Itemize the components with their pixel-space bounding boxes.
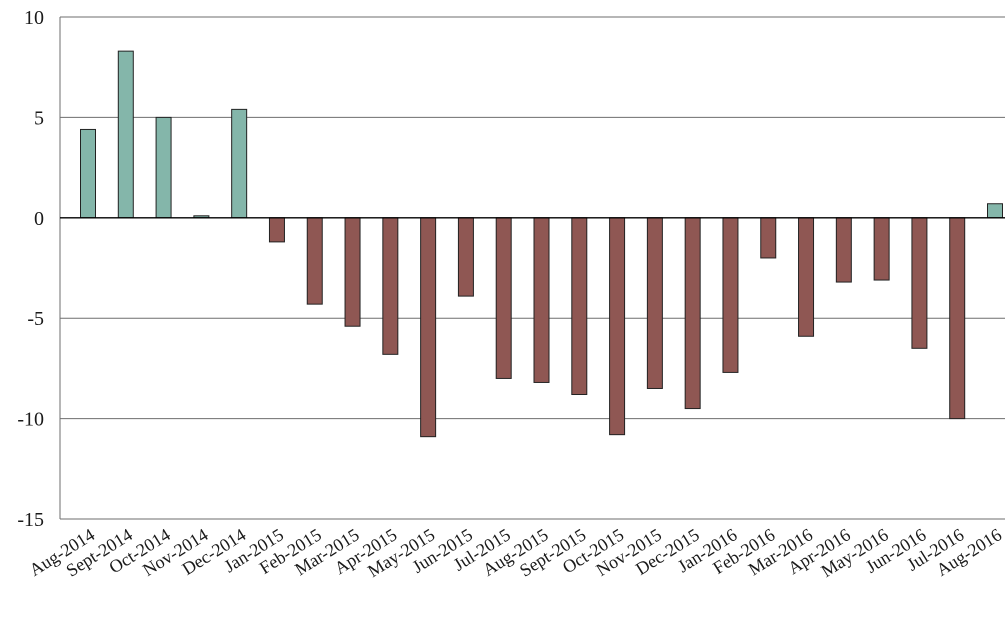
bar-jan-2015 [268, 217, 285, 243]
y-tick-label: -5 [27, 308, 44, 330]
y-axis-tick-labels: 10 5 0 -5 -10 -15 [17, 7, 44, 531]
bar-jul-2015 [495, 217, 512, 379]
bar-mar-2016 [798, 217, 815, 337]
bar-jun-2016 [911, 217, 928, 349]
bar-jan-2016 [722, 217, 739, 373]
bar-apr-2016 [835, 217, 852, 283]
y-tick-label: -10 [17, 409, 44, 431]
y-tick-label: 0 [34, 208, 44, 230]
y-tick-label: 5 [34, 107, 44, 129]
bar-oct-2015 [609, 217, 626, 436]
bar-oct-2014 [155, 116, 172, 219]
bar-aug-2015 [533, 217, 550, 383]
y-tick-label: 10 [24, 7, 44, 29]
bar-may-2016 [873, 217, 890, 281]
bar-dec-2015 [684, 217, 701, 410]
bar-nov-2015 [646, 217, 663, 389]
y-tick-label: -15 [17, 509, 44, 531]
bar-jul-2016 [949, 217, 966, 420]
bar-dec-2014 [231, 108, 248, 219]
bar-jun-2015 [457, 217, 474, 297]
x-axis-tick-labels: Aug-2014Sept-2014Oct-2014Nov-2014Dec-201… [26, 524, 1005, 581]
bar-mar-2015 [344, 217, 361, 327]
bar-aug-2016 [987, 203, 1003, 219]
bar-may-2015 [420, 217, 437, 438]
grid-layer [59, 16, 1005, 520]
bar-sept-2015 [571, 217, 588, 396]
bar-feb-2016 [760, 217, 777, 259]
bar-feb-2015 [306, 217, 323, 305]
bar-sept-2014 [117, 50, 134, 219]
bars-layer [80, 50, 1003, 438]
bar-apr-2015 [382, 217, 399, 355]
bar-aug-2014 [80, 128, 96, 219]
